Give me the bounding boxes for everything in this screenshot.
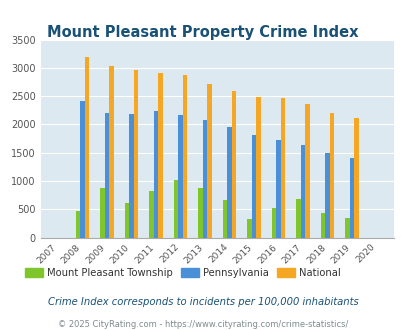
Bar (222, 200, 227, 238)
Bar (153, 112, 158, 238)
Text: Crime Index corresponds to incidents per 100,000 inhabitants: Crime Index corresponds to incidents per… (47, 297, 358, 307)
Bar (149, 191, 153, 238)
Bar (109, 66, 113, 238)
Bar (124, 203, 129, 238)
Bar (100, 188, 104, 238)
Bar (300, 146, 305, 238)
Bar (104, 113, 109, 238)
Bar (75, 211, 80, 238)
Bar (158, 73, 162, 238)
Bar (202, 120, 207, 238)
Bar (207, 84, 211, 238)
Bar (276, 140, 280, 238)
Bar (247, 219, 251, 238)
Bar (129, 114, 133, 238)
Bar (271, 208, 276, 238)
Bar (182, 75, 187, 238)
Legend: Mount Pleasant Township, Pennsylvania, National: Mount Pleasant Township, Pennsylvania, N… (21, 264, 344, 282)
Bar (178, 115, 182, 238)
Text: © 2025 CityRating.com - https://www.cityrating.com/crime-statistics/: © 2025 CityRating.com - https://www.city… (58, 320, 347, 329)
Bar (80, 101, 84, 238)
Bar (305, 104, 309, 238)
Bar (329, 113, 333, 238)
Bar (251, 135, 256, 238)
Bar (280, 98, 285, 238)
Bar (173, 180, 178, 238)
Bar (296, 199, 300, 238)
Bar (324, 153, 329, 238)
Bar (231, 91, 236, 238)
Bar (198, 188, 202, 238)
Bar (354, 118, 358, 238)
Bar (345, 218, 349, 238)
Text: Mount Pleasant Property Crime Index: Mount Pleasant Property Crime Index (47, 25, 358, 40)
Bar (256, 97, 260, 238)
Bar (133, 70, 138, 238)
Bar (320, 213, 324, 238)
Bar (349, 158, 354, 238)
Bar (84, 56, 89, 238)
Bar (227, 127, 231, 238)
